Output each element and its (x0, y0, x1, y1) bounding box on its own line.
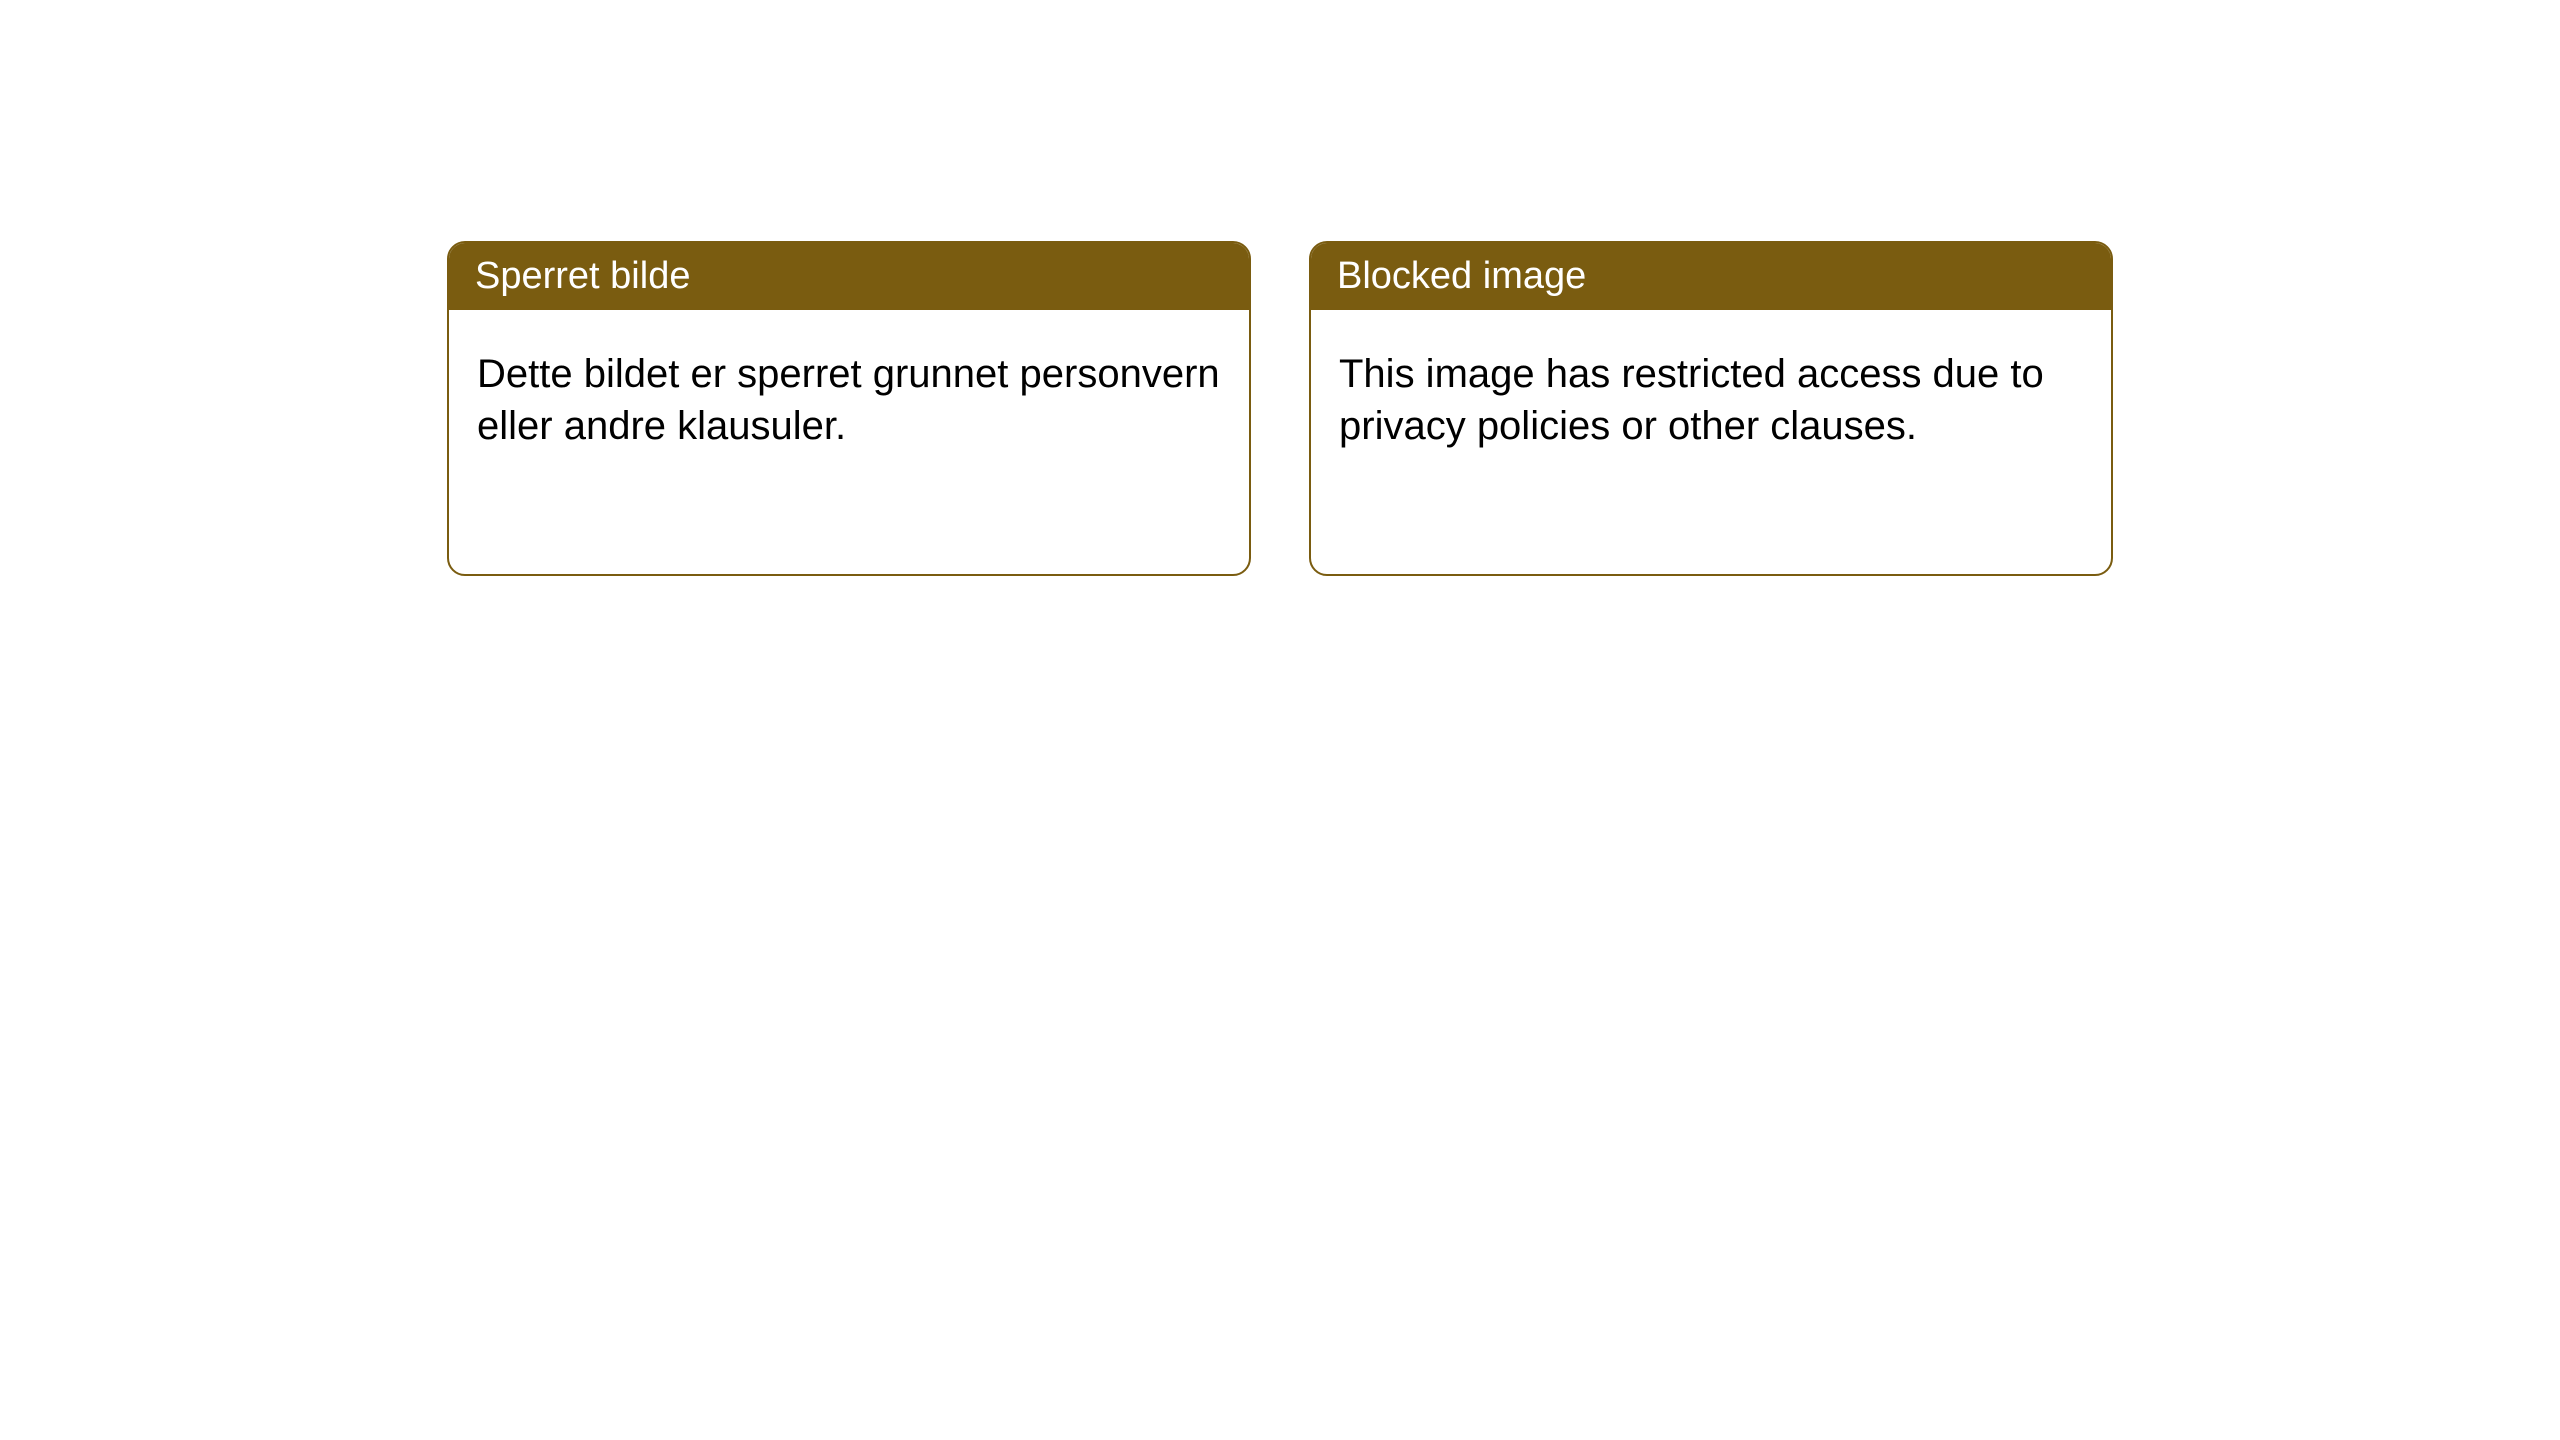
panel-body-english: This image has restricted access due to … (1311, 310, 2111, 490)
panel-message: This image has restricted access due to … (1339, 352, 2044, 448)
notice-container: Sperret bilde Dette bildet er sperret gr… (0, 0, 2560, 576)
panel-title: Blocked image (1337, 255, 1586, 297)
notice-panel-norwegian: Sperret bilde Dette bildet er sperret gr… (447, 241, 1251, 576)
panel-body-norwegian: Dette bildet er sperret grunnet personve… (449, 310, 1249, 490)
panel-title: Sperret bilde (475, 255, 690, 297)
panel-message: Dette bildet er sperret grunnet personve… (477, 352, 1220, 448)
notice-panel-english: Blocked image This image has restricted … (1309, 241, 2113, 576)
panel-header-english: Blocked image (1311, 243, 2111, 310)
panel-header-norwegian: Sperret bilde (449, 243, 1249, 310)
